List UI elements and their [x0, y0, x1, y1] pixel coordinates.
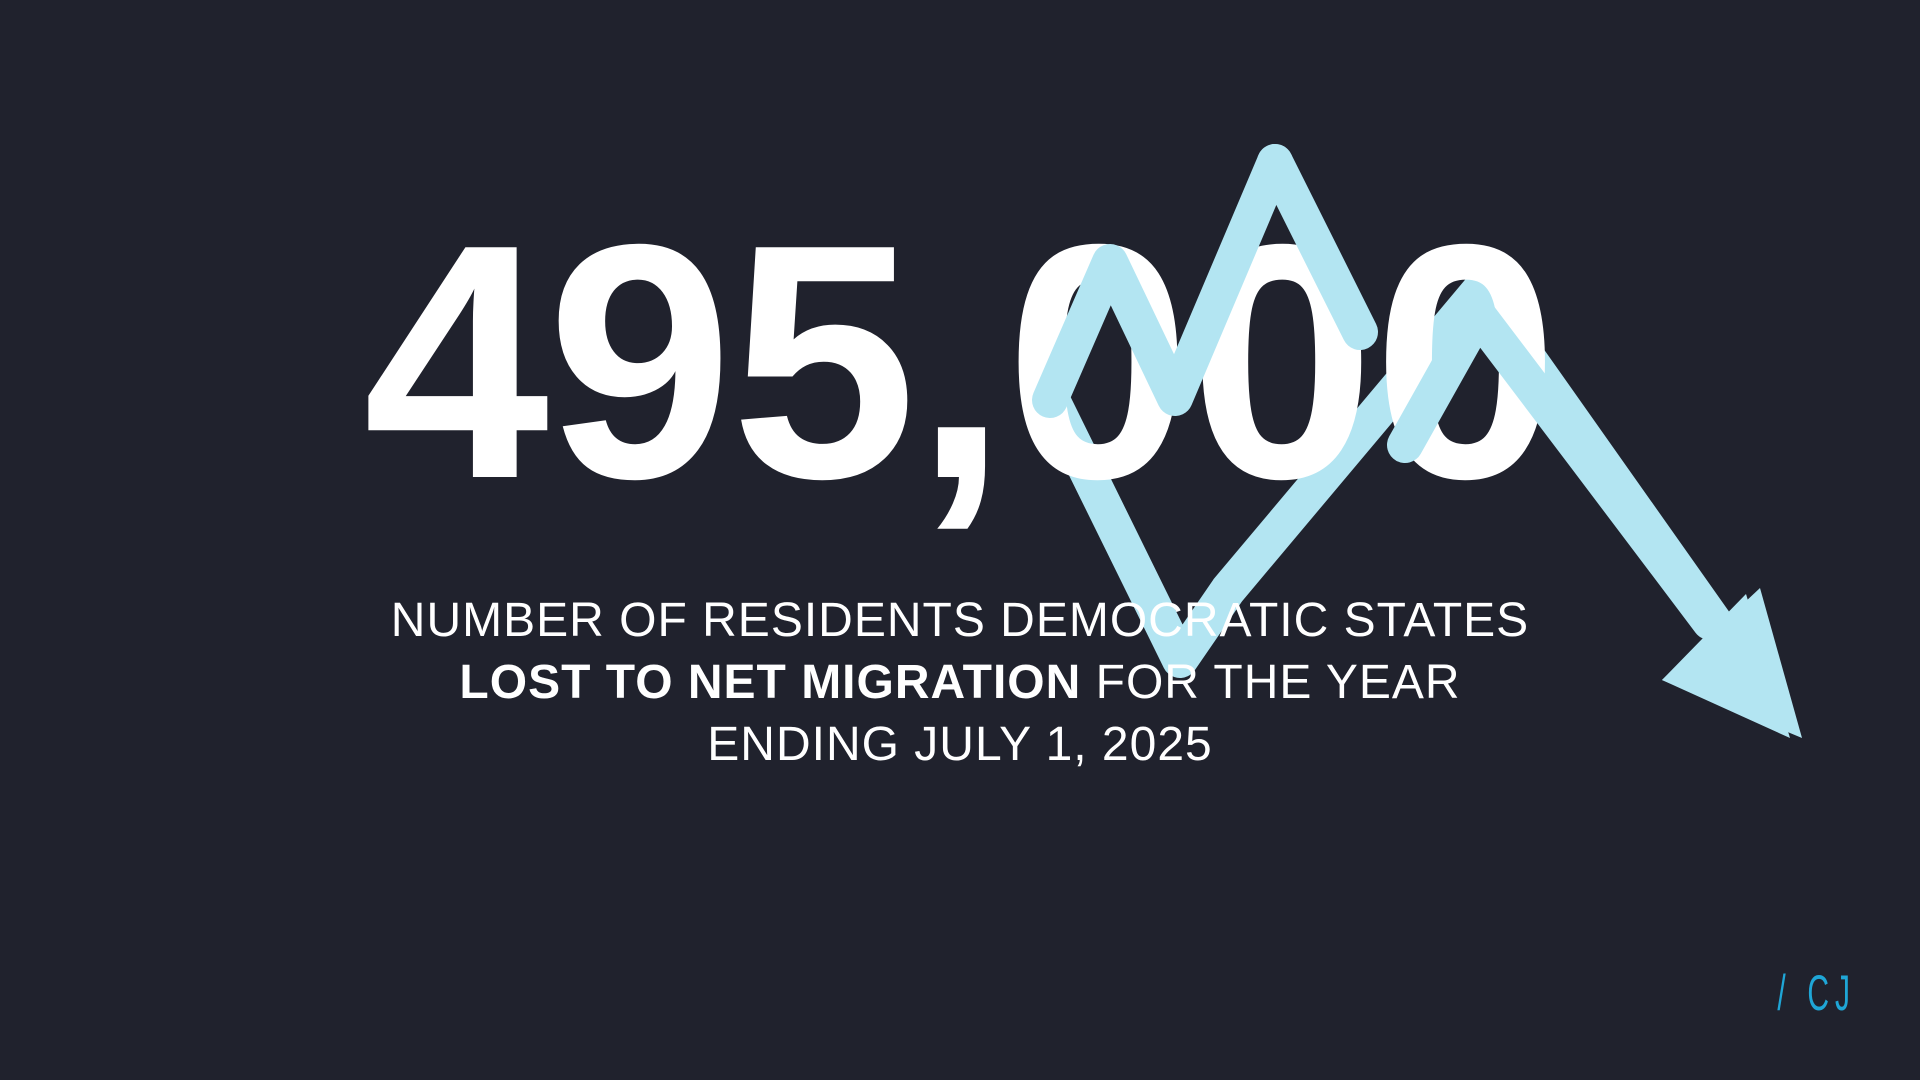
caption-line-1: NUMBER OF RESIDENTS DEMOCRATIC STATES — [390, 594, 1530, 647]
caption-line-3: ENDING JULY 1, 2025 — [707, 718, 1213, 771]
logo-text: CJ — [1807, 965, 1856, 1021]
logo-slash: / — [1777, 965, 1792, 1021]
caption-line-2-rest: FOR THE YEAR — [1081, 656, 1461, 709]
caption-emphasis: LOST TO NET MIGRATION — [459, 656, 1082, 709]
headline-number: 495,000 — [363, 175, 1558, 548]
caption-line-2: LOST TO NET MIGRATION FOR THE YEAR — [0, 652, 1920, 714]
brand-logo: / CJ — [1777, 968, 1856, 1018]
caption: NUMBER OF RESIDENTS DEMOCRATIC STATES LO… — [0, 590, 1920, 776]
